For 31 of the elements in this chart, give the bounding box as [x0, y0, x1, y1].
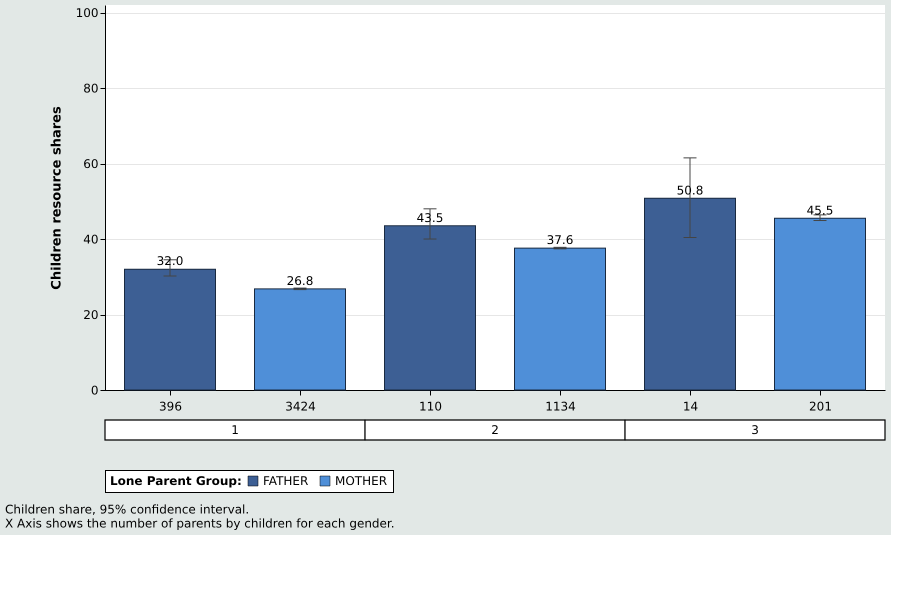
y-tick-label: 60	[83, 157, 98, 172]
text: Children share, 95% confidence interval.	[5, 502, 250, 516]
x-tick-label: 3424	[285, 400, 316, 414]
y-tick-label: 100	[76, 6, 98, 20]
y-tick-label: 20	[83, 308, 98, 322]
x-tick-label: 396	[159, 400, 182, 414]
text: 3	[751, 423, 759, 437]
y-tick-label: 0	[90, 384, 98, 398]
data-label: 32.0	[156, 254, 184, 268]
text: X Axis shows the number of parents by children for each gender.	[5, 516, 395, 530]
legend-title: Lone Parent Group:	[110, 474, 242, 488]
x-tick-label: 110	[419, 400, 442, 414]
x-tick-label: 201	[809, 400, 832, 414]
legend-label: MOTHER	[335, 474, 388, 488]
y-tick-label: 40	[83, 232, 98, 247]
data-label: 45.5	[806, 203, 834, 218]
data-label: 26.8	[286, 274, 314, 288]
bar	[644, 198, 736, 390]
bar	[774, 218, 866, 390]
y-tick-label: 80	[83, 82, 98, 96]
y-axis-title: Children resource shares	[50, 106, 65, 290]
data-label: 37.6	[546, 233, 574, 248]
bar	[124, 268, 216, 390]
text: 1	[231, 423, 239, 437]
x-tick-label: 14	[682, 400, 698, 414]
text: 2	[491, 423, 499, 437]
bar	[514, 248, 606, 390]
x-tick-label: 1134	[545, 400, 576, 414]
bar	[384, 225, 476, 390]
bar	[254, 288, 346, 390]
legend-label: FATHER	[263, 474, 308, 488]
